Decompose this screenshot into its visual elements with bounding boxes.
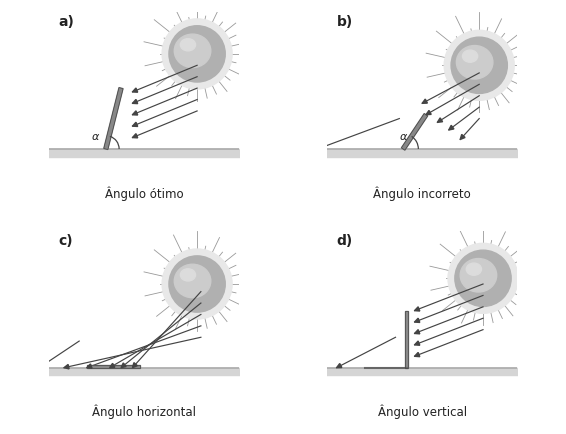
Text: d): d) <box>337 233 353 247</box>
Ellipse shape <box>466 263 482 276</box>
Polygon shape <box>104 89 123 150</box>
Polygon shape <box>87 365 140 368</box>
Ellipse shape <box>162 20 232 90</box>
Ellipse shape <box>448 244 518 314</box>
Text: Ângulo vertical: Ângulo vertical <box>378 404 467 418</box>
Polygon shape <box>132 123 138 127</box>
Polygon shape <box>132 135 138 138</box>
Polygon shape <box>64 365 69 369</box>
Text: $\alpha$: $\alpha$ <box>400 132 409 142</box>
Polygon shape <box>401 114 428 151</box>
Text: $\alpha$: $\alpha$ <box>91 132 100 142</box>
Polygon shape <box>414 330 420 334</box>
Polygon shape <box>132 100 138 105</box>
Polygon shape <box>414 307 420 311</box>
Polygon shape <box>337 364 342 368</box>
Polygon shape <box>318 146 323 150</box>
Text: a): a) <box>58 15 74 30</box>
Ellipse shape <box>181 269 196 281</box>
Ellipse shape <box>181 39 196 52</box>
Polygon shape <box>87 364 92 368</box>
Polygon shape <box>422 100 427 104</box>
Polygon shape <box>132 112 138 116</box>
Ellipse shape <box>169 256 225 312</box>
Polygon shape <box>438 118 443 123</box>
Polygon shape <box>132 89 138 93</box>
Ellipse shape <box>451 38 507 94</box>
Ellipse shape <box>174 265 211 298</box>
Polygon shape <box>121 363 126 368</box>
Polygon shape <box>110 364 115 368</box>
Text: c): c) <box>58 233 73 247</box>
Polygon shape <box>405 311 409 368</box>
Polygon shape <box>426 111 431 115</box>
Polygon shape <box>414 352 420 357</box>
Polygon shape <box>414 341 420 345</box>
Ellipse shape <box>456 46 493 80</box>
Text: Ângulo incorreto: Ângulo incorreto <box>374 186 471 200</box>
Polygon shape <box>460 135 465 140</box>
Polygon shape <box>414 319 420 323</box>
Polygon shape <box>449 126 454 131</box>
Text: Ângulo ótimo: Ângulo ótimo <box>105 186 183 200</box>
Ellipse shape <box>462 51 478 63</box>
Ellipse shape <box>444 31 514 101</box>
Polygon shape <box>132 363 138 368</box>
Text: b): b) <box>337 15 353 30</box>
Ellipse shape <box>460 259 497 293</box>
Ellipse shape <box>162 250 232 319</box>
Polygon shape <box>39 363 45 368</box>
Ellipse shape <box>169 26 225 83</box>
Ellipse shape <box>455 250 511 307</box>
Text: Ângulo horizontal: Ângulo horizontal <box>92 404 196 418</box>
Ellipse shape <box>174 35 211 69</box>
